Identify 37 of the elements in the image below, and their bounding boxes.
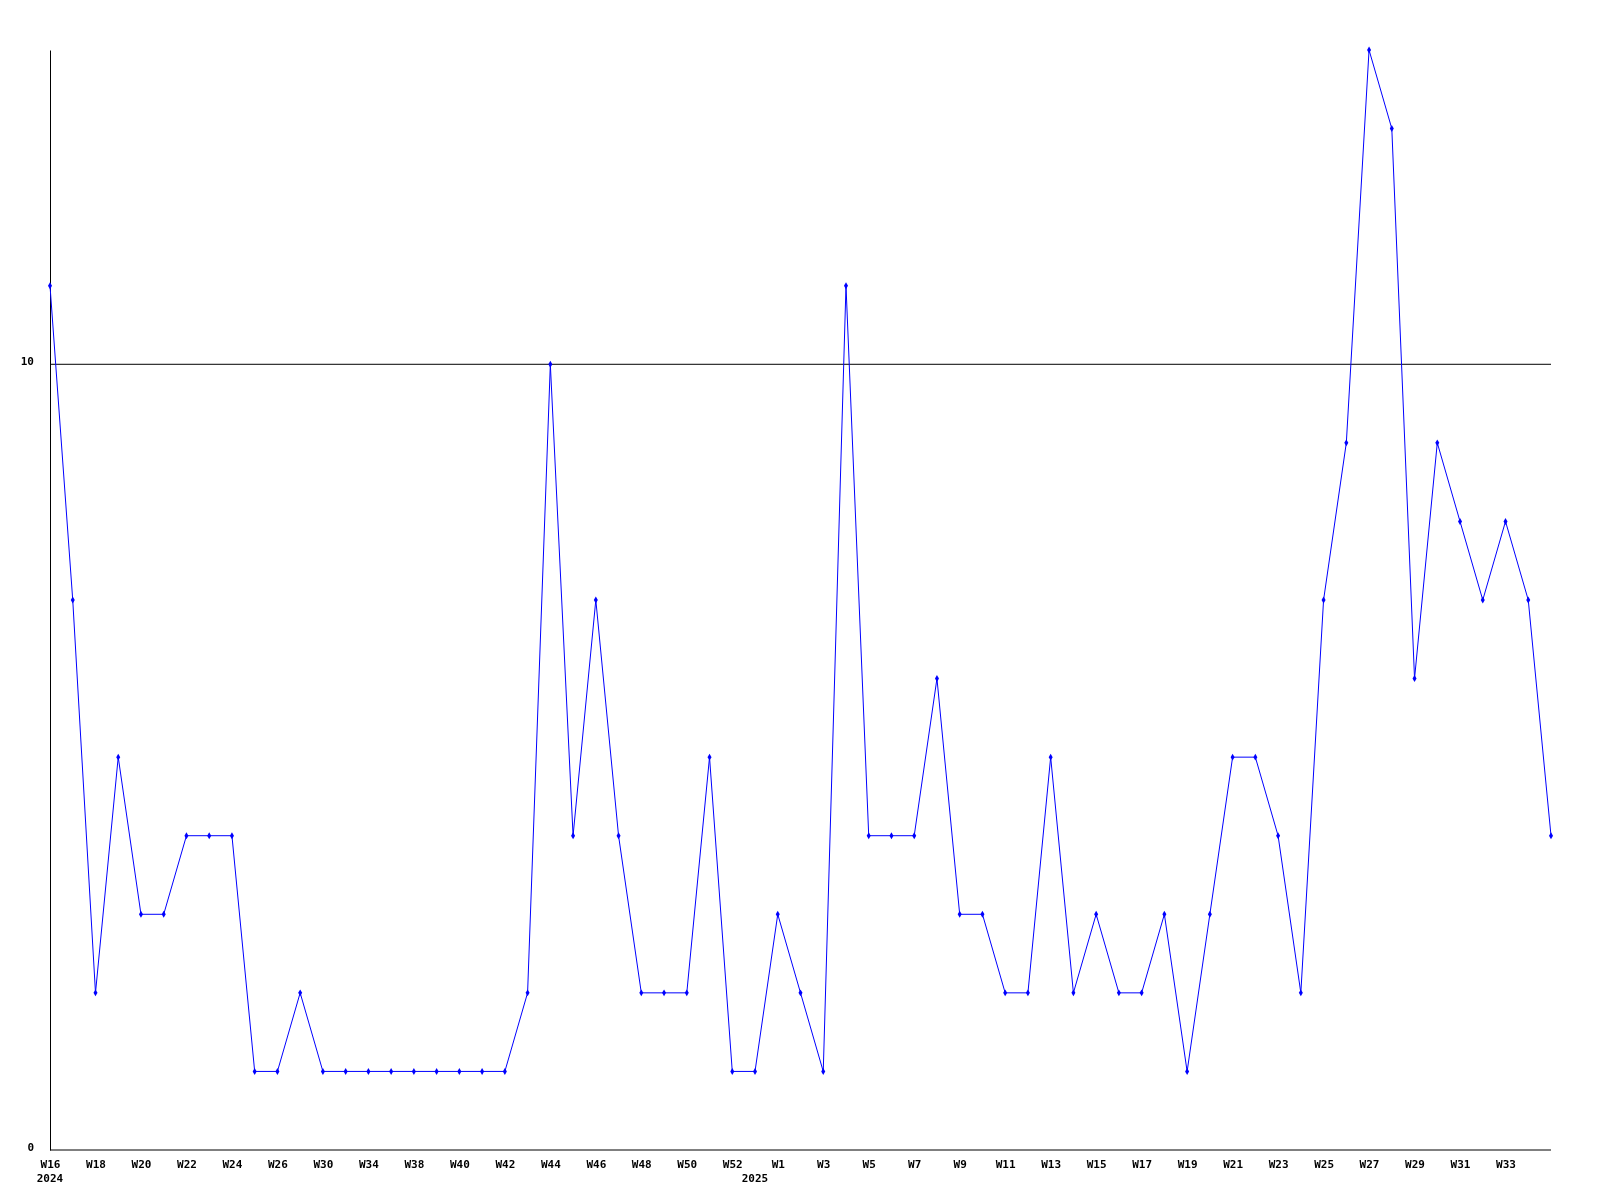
x-tick-label: W26	[267, 1157, 289, 1171]
x-tick-label: W11	[995, 1157, 1016, 1171]
x-tick-label: W25	[1314, 1157, 1335, 1171]
x-tick-label: W46	[586, 1157, 607, 1171]
x-tick-label: W27	[1359, 1157, 1380, 1171]
x-tick-label: W9	[953, 1157, 967, 1171]
x-tick-label: W3	[817, 1157, 831, 1171]
x-tick-label: W13	[1041, 1157, 1062, 1171]
x-tick-label: W21	[1223, 1157, 1244, 1171]
x-tick-label: W22	[177, 1157, 197, 1171]
text: 2024	[36, 1172, 64, 1185]
x-tick-label: W50	[677, 1157, 698, 1171]
x-tick-label: W30	[313, 1157, 334, 1171]
x-tick-label: W24	[222, 1157, 243, 1171]
y-tick-label: 10	[20, 354, 34, 368]
y-tick-label: 0	[27, 1140, 34, 1154]
x-tick-label: W23	[1268, 1157, 1289, 1171]
x-tick-label: W33	[1496, 1157, 1516, 1171]
x-tick-label: W20	[131, 1157, 152, 1171]
x-tick-label: W1	[771, 1157, 786, 1171]
x-tick-label: W40	[449, 1157, 470, 1171]
x-tick-label: W18	[86, 1157, 106, 1171]
text: 2025	[741, 1172, 769, 1185]
x-tick-label: W17	[1132, 1157, 1153, 1171]
x-tick-label: W44	[540, 1157, 562, 1171]
x-tick-label: W52	[722, 1157, 743, 1171]
x-tick-label: W16	[40, 1157, 61, 1171]
x-tick-label: W19	[1177, 1157, 1198, 1171]
x-tick-label: W15	[1086, 1157, 1107, 1171]
x-tick-label: W42	[495, 1157, 516, 1171]
x-tick-label: W48	[631, 1157, 652, 1171]
x-tick-label: W38	[404, 1157, 425, 1171]
x-tick-label: W7	[908, 1157, 922, 1171]
x-tick-label: W34	[358, 1157, 380, 1171]
x-tick-label: W5	[862, 1157, 876, 1171]
x-tick-label: W29	[1405, 1157, 1425, 1171]
x-tick-label: W31	[1450, 1157, 1471, 1171]
